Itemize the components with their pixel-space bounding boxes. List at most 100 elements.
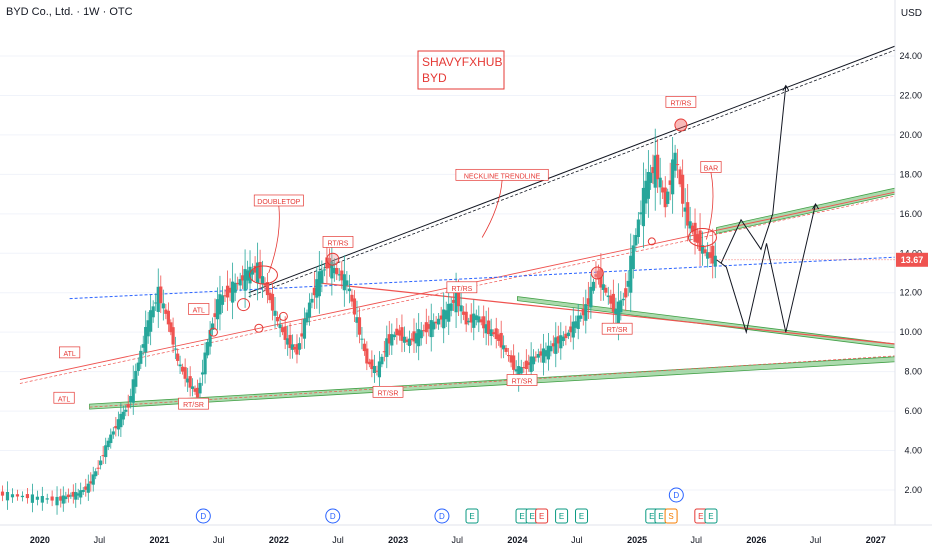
- candle-body: [604, 287, 608, 293]
- candle-body: [644, 180, 648, 204]
- current-ellipse: [687, 227, 717, 247]
- candle-body: [429, 320, 433, 338]
- currency-label[interactable]: USD: [900, 8, 922, 19]
- doubletop-ellipse: [248, 265, 278, 285]
- event-label: E: [658, 512, 663, 521]
- candle-body: [126, 404, 130, 408]
- candle-body: [586, 298, 590, 305]
- candle-body: [514, 369, 518, 372]
- candle-body: [372, 366, 377, 374]
- watermark-subtitle: BYD: [422, 71, 447, 85]
- label-doubletop: DOUBLETOP: [257, 199, 300, 206]
- candle-body: [213, 313, 217, 317]
- label-atl-2-box: [53, 391, 75, 404]
- event-shape: [195, 508, 211, 524]
- candle-body: [315, 279, 319, 298]
- candle-body: [273, 310, 277, 316]
- candle-body: [606, 295, 610, 298]
- event-marker-d[interactable]: D: [668, 487, 684, 503]
- event-marker-d[interactable]: D: [434, 508, 450, 524]
- candle-body: [534, 356, 538, 358]
- candle-body: [427, 324, 431, 329]
- candle-body: [169, 322, 173, 333]
- candle-body: [268, 292, 272, 301]
- event-marker-d[interactable]: D: [325, 508, 341, 524]
- x-tick-label: 2021: [150, 535, 170, 545]
- event-marker-e[interactable]: E: [535, 508, 549, 524]
- label-rtsr-2024-box: [506, 374, 538, 386]
- candle-body: [456, 290, 461, 307]
- candle-body: [71, 491, 75, 497]
- annotation-labels: ATL ATL ATL DOUBLETOP RT/RS RT/RS RT/RS RT/SR RT…: [53, 95, 722, 410]
- candle-body: [76, 493, 80, 496]
- candle-body: [352, 298, 357, 315]
- candle-body: [302, 319, 307, 339]
- symbol-name: BYD Co., Ltd.: [6, 6, 74, 18]
- candle-body: [367, 361, 371, 365]
- event-marker-e[interactable]: E: [704, 508, 718, 524]
- candle-body: [233, 282, 237, 293]
- candle-body: [81, 490, 85, 492]
- candle-body: [332, 267, 336, 274]
- candle-body: [467, 320, 471, 323]
- label-rtsr-2021: RT/SR: [183, 402, 204, 409]
- event-label: E: [708, 512, 713, 521]
- x-tick-label: 2026: [746, 535, 766, 545]
- y-tick-label: 18.00: [899, 169, 922, 179]
- candle-body: [25, 494, 30, 499]
- candle-body: [382, 351, 386, 353]
- event-shape: [555, 508, 569, 524]
- event-marker-e[interactable]: E: [654, 508, 668, 524]
- candle-body: [616, 301, 620, 325]
- candle-body: [330, 261, 334, 279]
- candle-body: [288, 334, 292, 349]
- candle-body: [452, 299, 456, 303]
- candle-body: [589, 286, 593, 308]
- label-atl-1: ATL: [63, 351, 75, 358]
- candle-body: [101, 455, 105, 457]
- candle-body: [487, 320, 491, 335]
- event-label: E: [529, 512, 534, 521]
- candle-body: [489, 329, 493, 337]
- candle-body: [86, 483, 90, 493]
- candle-body: [50, 496, 54, 501]
- candle-body: [238, 279, 242, 286]
- candle-body: [459, 305, 463, 312]
- candle-body: [84, 486, 88, 490]
- event-marker-e[interactable]: E: [465, 508, 479, 524]
- label-rtsr-2025-box: [601, 322, 633, 335]
- event-marker-e[interactable]: E: [575, 508, 589, 524]
- candle-body: [64, 496, 68, 500]
- candle-body: [300, 333, 304, 337]
- candle-body: [360, 338, 364, 340]
- candle-body: [673, 152, 677, 171]
- label-rtrs-2025-box: [665, 95, 697, 108]
- candle-body: [439, 315, 443, 320]
- grid: [0, 55, 895, 491]
- candle-body: [395, 328, 399, 336]
- event-marker-e[interactable]: E: [555, 508, 569, 524]
- candle-body: [390, 334, 394, 346]
- candle-body: [355, 317, 359, 323]
- x-axis: 2020 Jul 2021 Jul 2022 Jul 2023 Jul 2024 Jul 2025 J…: [0, 524, 932, 545]
- candle-body: [512, 355, 516, 370]
- neckline-trendline: [69, 256, 896, 300]
- candle-body: [215, 299, 220, 320]
- candle-body: [711, 245, 715, 264]
- candle-body: [20, 495, 25, 498]
- candle-body: [220, 295, 225, 305]
- candle-body: [624, 288, 628, 298]
- event-marker-d[interactable]: D: [195, 508, 211, 524]
- candle-body: [119, 413, 123, 428]
- x-tick-label: Jul: [94, 535, 106, 545]
- candle-body: [66, 494, 70, 498]
- candle-body: [124, 409, 128, 412]
- event-label: E: [519, 512, 524, 521]
- candle-body: [154, 302, 158, 304]
- candle-body: [666, 191, 670, 204]
- label-rtrs-2023: RT/RS: [451, 286, 472, 293]
- y-tick-label: 12.00: [899, 288, 922, 298]
- candle-body: [703, 249, 707, 254]
- event-marker-s[interactable]: S: [664, 508, 678, 524]
